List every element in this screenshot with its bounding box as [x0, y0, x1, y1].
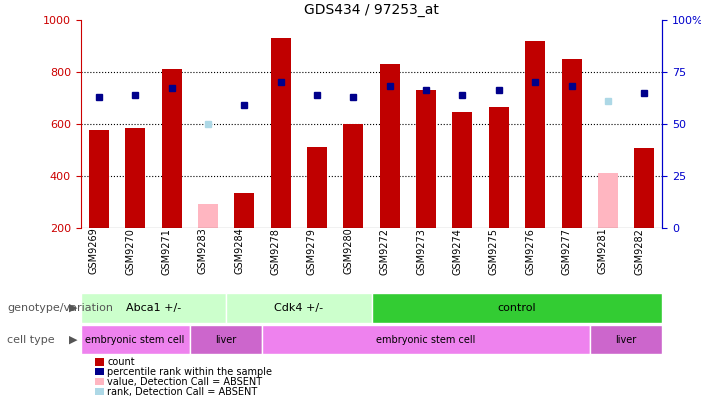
Text: GSM9280: GSM9280	[343, 228, 353, 274]
Text: Cdk4 +/-: Cdk4 +/-	[274, 303, 323, 313]
Text: rank, Detection Call = ABSENT: rank, Detection Call = ABSENT	[107, 387, 257, 396]
Text: percentile rank within the sample: percentile rank within the sample	[107, 367, 272, 377]
Text: embryonic stem cell: embryonic stem cell	[376, 335, 476, 345]
Bar	[343, 124, 363, 228]
Text: ▶: ▶	[69, 303, 77, 313]
Bar	[81, 325, 190, 354]
Bar	[525, 41, 545, 228]
Text: embryonic stem cell: embryonic stem cell	[86, 335, 185, 345]
Text: GSM9283: GSM9283	[198, 228, 208, 274]
Bar	[198, 204, 218, 228]
Text: GSM9277: GSM9277	[562, 228, 571, 275]
Text: GSM9279: GSM9279	[307, 228, 317, 274]
Bar	[634, 148, 654, 228]
Text: GSM9278: GSM9278	[271, 228, 280, 274]
Text: GSM9271: GSM9271	[161, 228, 172, 274]
Text: liver: liver	[215, 335, 237, 345]
Text: genotype/variation: genotype/variation	[7, 303, 113, 313]
Text: GSM9269: GSM9269	[89, 228, 99, 274]
Bar	[562, 59, 582, 228]
Text: GSM9273: GSM9273	[416, 228, 426, 274]
Bar	[125, 128, 145, 228]
Text: GSM9276: GSM9276	[525, 228, 535, 274]
Text: GSM9281: GSM9281	[598, 228, 608, 274]
Bar	[372, 293, 662, 323]
Bar	[416, 90, 436, 228]
Bar	[161, 69, 182, 228]
Bar	[226, 293, 372, 323]
Bar	[81, 293, 226, 323]
Text: cell type: cell type	[7, 335, 55, 345]
Bar	[271, 38, 291, 228]
Text: control: control	[498, 303, 536, 313]
Text: ▶: ▶	[69, 335, 77, 345]
Bar	[380, 64, 400, 228]
Text: count: count	[107, 357, 135, 367]
Bar	[598, 173, 618, 228]
Text: GSM9275: GSM9275	[489, 228, 499, 275]
Bar	[452, 112, 472, 228]
Bar	[190, 325, 262, 354]
Bar	[234, 192, 254, 228]
Text: GSM9284: GSM9284	[234, 228, 244, 274]
Text: Abca1 +/-: Abca1 +/-	[125, 303, 181, 313]
Text: GSM9270: GSM9270	[125, 228, 135, 274]
Text: value, Detection Call = ABSENT: value, Detection Call = ABSENT	[107, 377, 262, 387]
Text: GSM9272: GSM9272	[380, 228, 390, 275]
Bar	[262, 325, 590, 354]
Bar	[307, 147, 327, 228]
Title: GDS434 / 97253_at: GDS434 / 97253_at	[304, 4, 439, 17]
Text: liver: liver	[615, 335, 637, 345]
Bar	[89, 130, 109, 228]
Text: GSM9282: GSM9282	[634, 228, 644, 274]
Bar	[489, 107, 509, 228]
Text: GSM9274: GSM9274	[452, 228, 463, 274]
Bar	[590, 325, 662, 354]
